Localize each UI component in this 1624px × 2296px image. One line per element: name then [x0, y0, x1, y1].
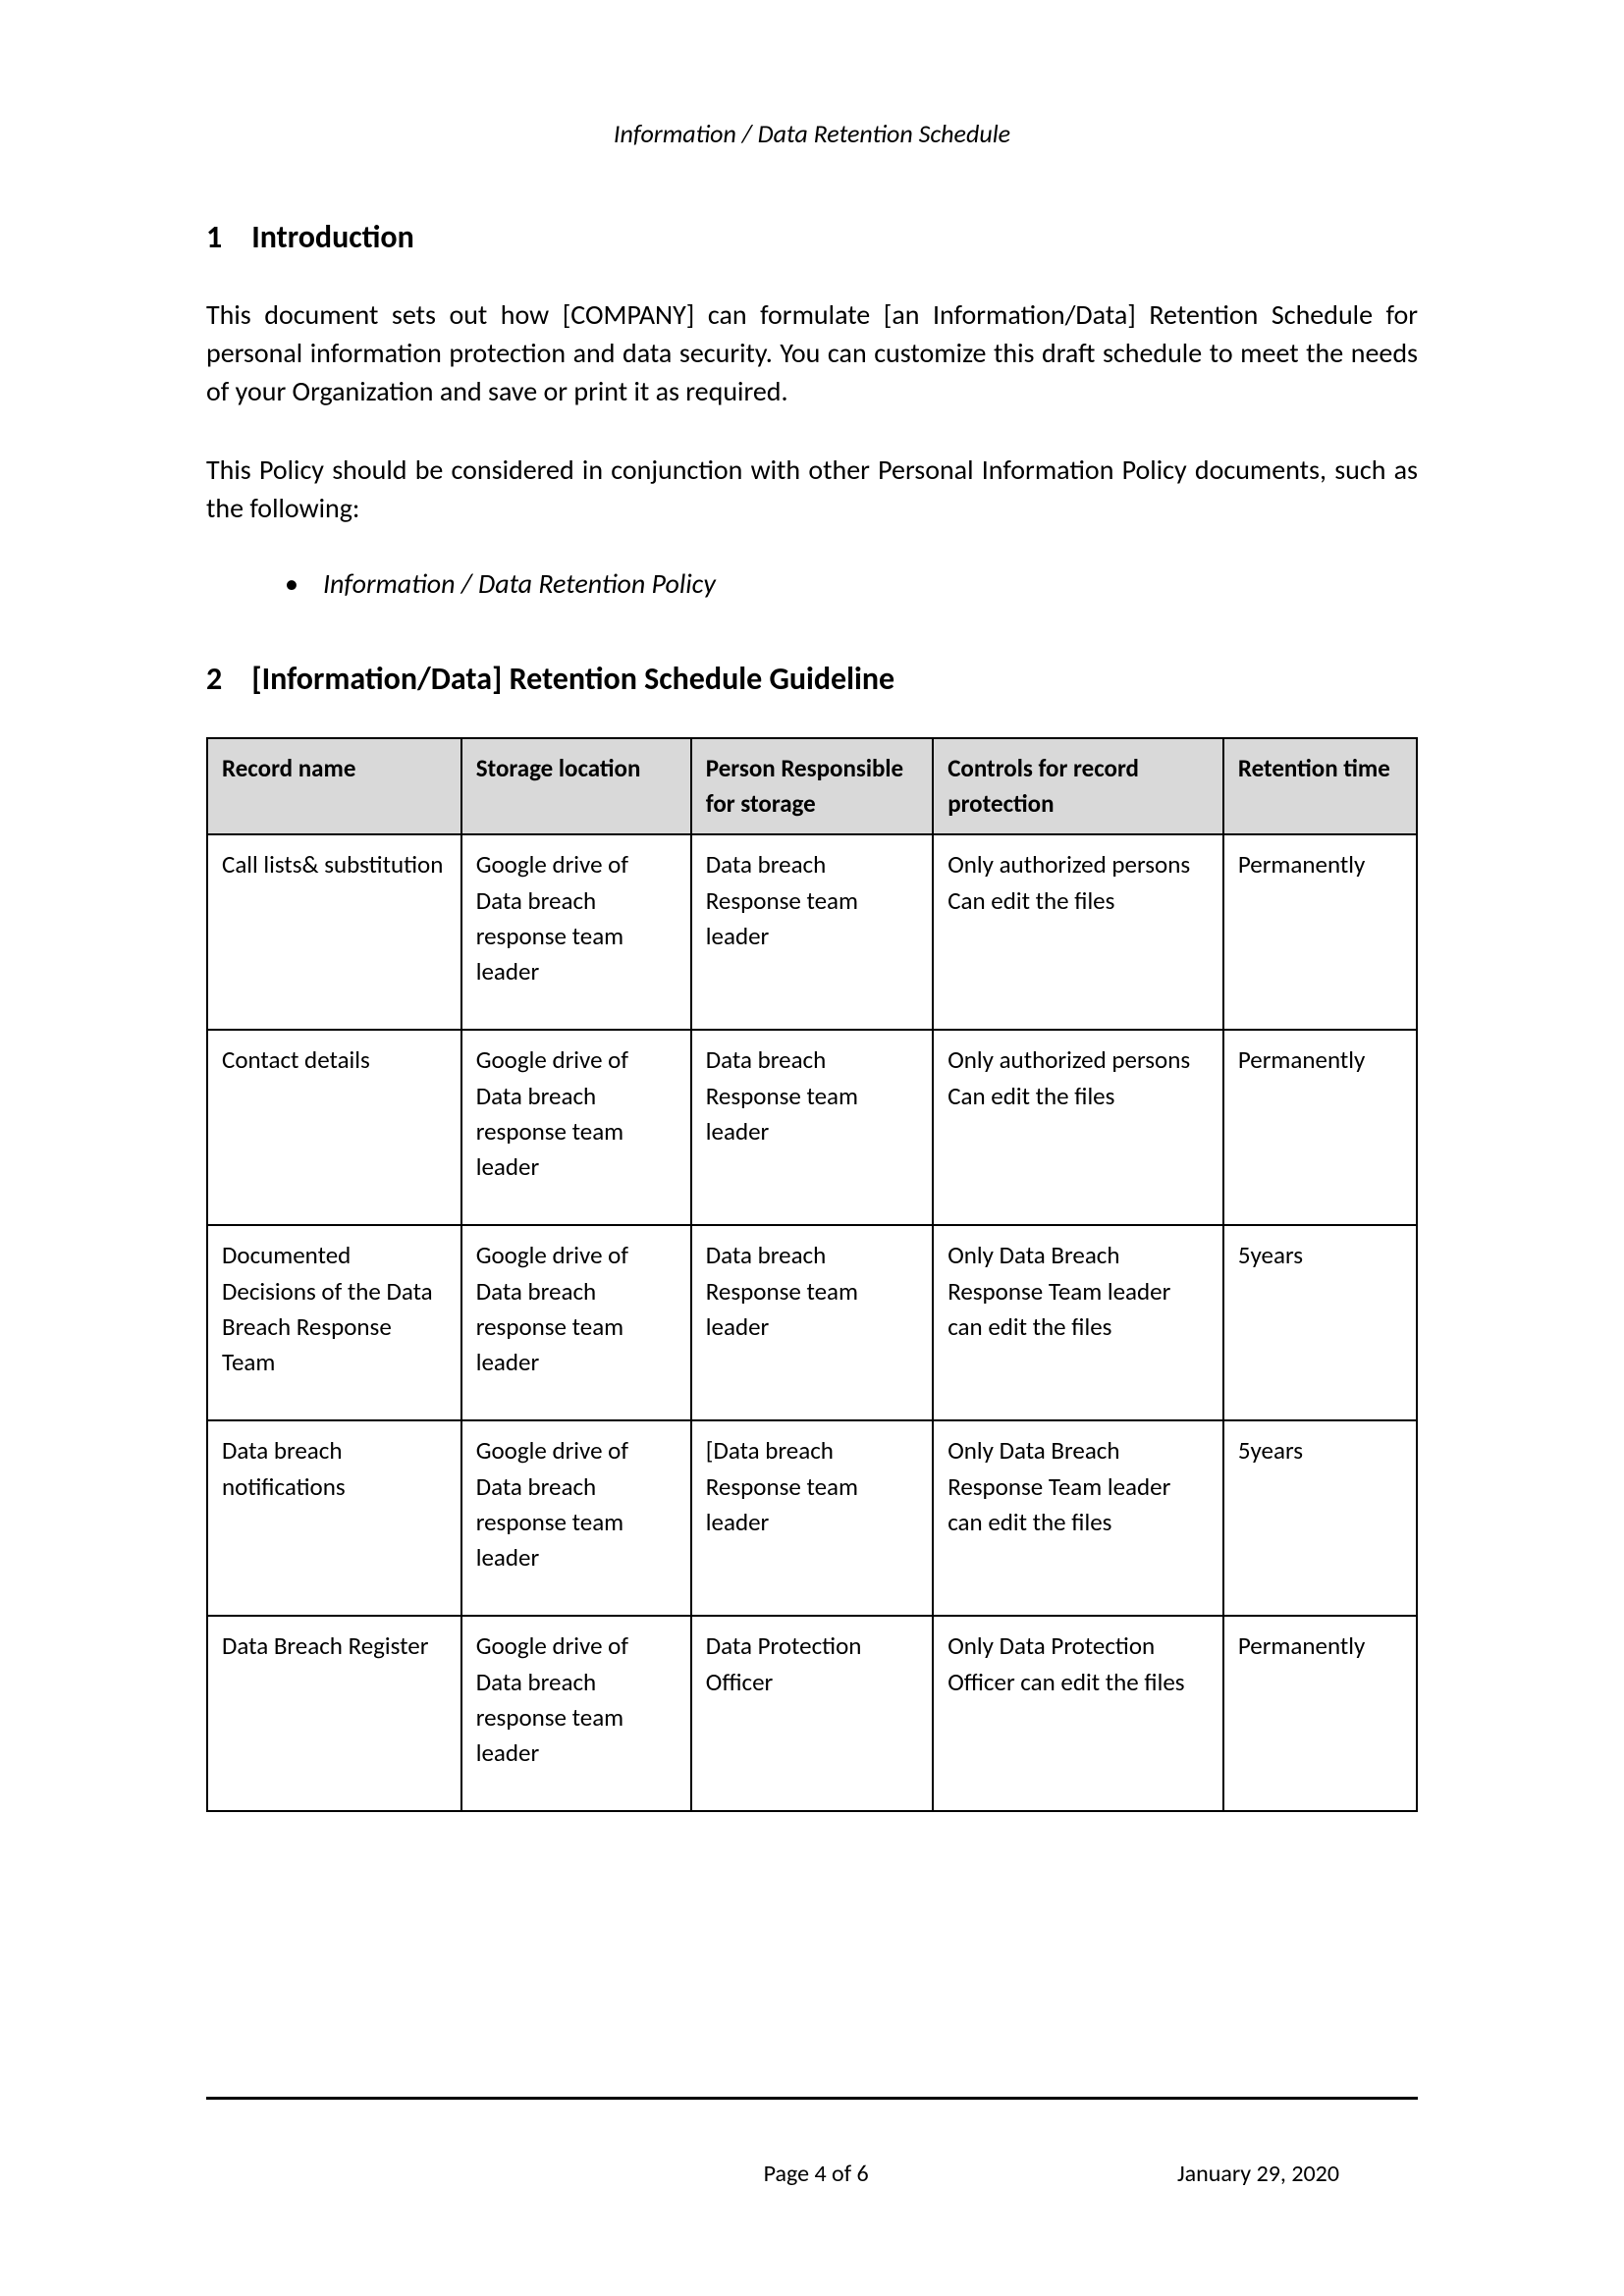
cell-person: Data breach Response team leader: [691, 1030, 933, 1225]
section-1-heading: 1 Introduction: [206, 218, 1418, 256]
cell-controls: Only Data Protection Officer can edit th…: [933, 1616, 1223, 1811]
cell-controls: Only Data Breach Response Team leader ca…: [933, 1225, 1223, 1420]
bullet-icon: •: [285, 566, 298, 601]
cell-record-name: Data breach notifications: [207, 1420, 461, 1616]
cell-storage: Google drive of Data breach response tea…: [461, 1420, 691, 1616]
cell-storage: Google drive of Data breach response tea…: [461, 1616, 691, 1811]
table-body: Call lists& substitution Google drive of…: [207, 834, 1417, 1811]
document-header-title: Information / Data Retention Schedule: [206, 118, 1418, 149]
cell-record-name: Data Breach Register: [207, 1616, 461, 1811]
section-1-para-2: This Policy should be considered in conj…: [206, 451, 1418, 527]
section-1-para-1: This document sets out how [COMPANY] can…: [206, 295, 1418, 411]
section-1-bullet-list: • Information / Data Retention Policy: [285, 566, 1418, 601]
footer-page-number: Page 4 of 6: [764, 2160, 869, 2188]
cell-retention: 5years: [1223, 1225, 1417, 1420]
cell-person: Data breach Response team leader: [691, 1225, 933, 1420]
cell-record-name: Call lists& substitution: [207, 834, 461, 1030]
cell-storage: Google drive of Data breach response tea…: [461, 834, 691, 1030]
col-header-controls: Controls for record protection: [933, 738, 1223, 835]
footer-divider: [206, 2097, 1418, 2100]
table-row: Contact details Google drive of Data bre…: [207, 1030, 1417, 1225]
cell-storage: Google drive of Data breach response tea…: [461, 1225, 691, 1420]
table-row: Data breach notifications Google drive o…: [207, 1420, 1417, 1616]
page-footer: Page 4 of 6 January 29, 2020: [206, 2160, 1418, 2188]
table-row: Documented Decisions of the Data Breach …: [207, 1225, 1417, 1420]
col-header-storage-location: Storage location: [461, 738, 691, 835]
section-2-title: [Information/Data] Retention Schedule Gu…: [251, 660, 1418, 698]
cell-controls: Only authorized personsCan edit the file…: [933, 1030, 1223, 1225]
col-header-person-responsible: Person Responsible for storage: [691, 738, 933, 835]
cell-controls: Only authorized personsCan edit the file…: [933, 834, 1223, 1030]
section-2-heading: 2 [Information/Data] Retention Schedule …: [206, 660, 1418, 698]
retention-schedule-table: Record name Storage location Person Resp…: [206, 737, 1418, 1813]
cell-retention: Permanently: [1223, 834, 1417, 1030]
table-row: Call lists& substitution Google drive of…: [207, 834, 1417, 1030]
section-1-number: 1: [206, 218, 222, 256]
cell-person: Data Protection Officer: [691, 1616, 933, 1811]
section-2-number: 2: [206, 660, 222, 698]
cell-retention: 5years: [1223, 1420, 1417, 1616]
col-header-retention-time: Retention time: [1223, 738, 1417, 835]
cell-person: [Data breach Response team leader: [691, 1420, 933, 1616]
table-header-row: Record name Storage location Person Resp…: [207, 738, 1417, 835]
section-1-title: Introduction: [251, 218, 1418, 256]
col-header-record-name: Record name: [207, 738, 461, 835]
cell-storage: Google drive of Data breach response tea…: [461, 1030, 691, 1225]
cell-retention: Permanently: [1223, 1030, 1417, 1225]
cell-retention: Permanently: [1223, 1616, 1417, 1811]
cell-record-name: Contact details: [207, 1030, 461, 1225]
footer-date: January 29, 2020: [1177, 2160, 1339, 2188]
cell-person: Data breach Response team leader: [691, 834, 933, 1030]
cell-controls: Only Data Breach Response Team leader ca…: [933, 1420, 1223, 1616]
bullet-text: Information / Data Retention Policy: [323, 566, 716, 601]
list-item: • Information / Data Retention Policy: [285, 566, 1418, 601]
cell-record-name: Documented Decisions of the Data Breach …: [207, 1225, 461, 1420]
table-row: Data Breach Register Google drive of Dat…: [207, 1616, 1417, 1811]
